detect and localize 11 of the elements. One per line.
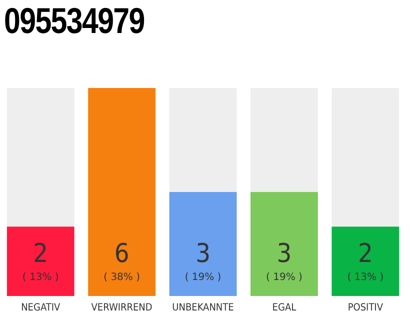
x-tick-label: UNBEKANNTE bbox=[172, 302, 234, 314]
x-tick-label: EGAL bbox=[272, 302, 296, 314]
x-tick-label: POSITIV bbox=[348, 302, 384, 314]
x-tick-label: NEGATIV bbox=[21, 302, 61, 314]
x-tick-label: VERWIRREND bbox=[91, 302, 152, 314]
data-label: 2 ( 13% ) bbox=[22, 239, 59, 283]
data-label: 6 ( 38% ) bbox=[104, 239, 140, 283]
data-label: 3 ( 19% ) bbox=[266, 239, 302, 283]
data-label: 2 ( 13% ) bbox=[347, 239, 384, 283]
data-label: 3 ( 19% ) bbox=[184, 239, 222, 283]
chart-title: 095534979 bbox=[4, 0, 144, 42]
